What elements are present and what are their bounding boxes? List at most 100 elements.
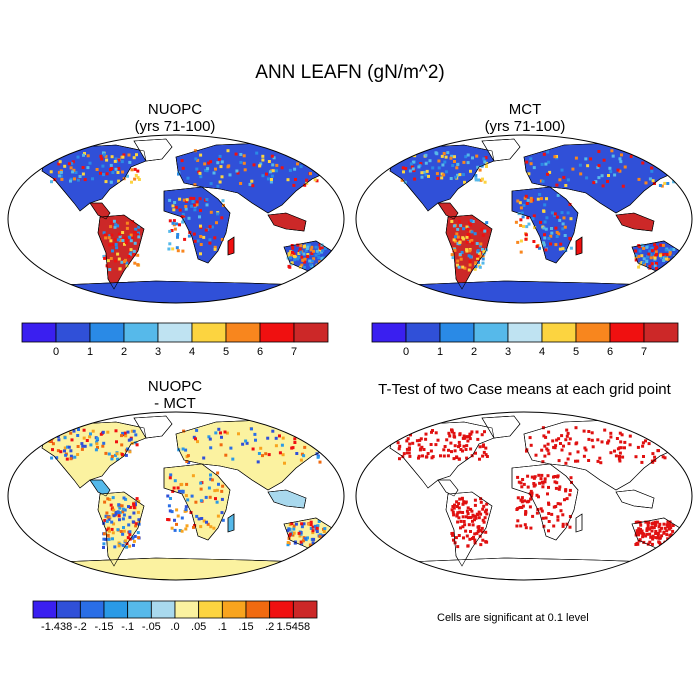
colorbar-label: .2 xyxy=(265,621,275,633)
grid-cell xyxy=(467,435,471,439)
grid-cell xyxy=(107,452,111,456)
grid-cell xyxy=(398,153,402,157)
colorbar-swatch xyxy=(245,600,271,619)
grid-cell xyxy=(114,510,118,514)
grid-cell xyxy=(528,492,532,496)
colorbar-label: -.2 xyxy=(73,621,87,633)
grid-cell xyxy=(465,444,469,448)
grid-cell xyxy=(639,523,643,527)
grid-cell xyxy=(135,233,139,237)
grid-cell xyxy=(198,197,202,201)
grid-cell xyxy=(482,504,486,508)
grid-cell xyxy=(242,154,246,158)
grid-cell xyxy=(669,440,673,444)
grid-cell xyxy=(303,257,307,261)
grid-cell xyxy=(70,161,74,165)
grid-cell xyxy=(476,256,480,260)
grid-cell xyxy=(454,536,458,540)
grid-cell xyxy=(558,178,562,182)
grid-cell xyxy=(301,258,305,262)
grid-cell xyxy=(554,444,558,448)
grid-cell xyxy=(653,182,656,185)
grid-cell xyxy=(459,519,463,523)
grid-cell xyxy=(556,515,560,519)
grid-cell xyxy=(476,530,480,534)
colorbar-swatch xyxy=(174,600,200,619)
grid-cell xyxy=(597,150,601,153)
grid-cell xyxy=(115,452,119,456)
grid-cell xyxy=(121,510,125,514)
grid-cell xyxy=(430,430,433,434)
grid-cell xyxy=(122,513,126,517)
grid-cell xyxy=(637,254,641,258)
colorbar-label: -1.438 xyxy=(41,621,73,633)
grid-cell xyxy=(116,252,120,256)
grid-cell xyxy=(135,522,139,526)
grid-cell xyxy=(271,163,275,167)
grid-cell xyxy=(118,511,122,515)
grid-cell xyxy=(95,440,99,444)
grid-cell xyxy=(213,245,217,249)
grid-cell xyxy=(442,454,446,458)
grid-cell xyxy=(199,153,203,157)
grid-cell xyxy=(552,505,556,509)
grid-cell xyxy=(646,521,650,525)
grid-cell xyxy=(278,434,281,438)
grid-cell xyxy=(133,534,137,538)
grid-cell xyxy=(131,220,135,224)
grid-cell xyxy=(133,230,137,234)
grid-cell xyxy=(261,454,264,458)
grid-cell xyxy=(82,428,86,432)
grid-cell xyxy=(286,543,290,547)
grid-cell xyxy=(180,529,184,533)
grid-cell xyxy=(479,497,483,501)
grid-cell xyxy=(470,230,474,234)
grid-cell xyxy=(291,250,294,254)
grid-cell xyxy=(529,196,533,200)
grid-cell xyxy=(424,437,428,441)
grid-cell xyxy=(121,239,125,242)
grid-cell xyxy=(442,152,446,155)
grid-cell xyxy=(480,164,484,168)
grid-cell xyxy=(255,151,259,155)
grid-cell xyxy=(216,184,220,188)
grid-cell xyxy=(267,160,271,163)
grid-cell xyxy=(439,454,442,458)
grid-cell xyxy=(111,496,115,500)
grid-cell xyxy=(404,430,408,434)
grid-cell xyxy=(465,225,469,229)
grid-cell xyxy=(466,233,470,236)
grid-cell xyxy=(635,531,639,535)
grid-cell xyxy=(648,540,652,544)
grid-cell xyxy=(125,261,129,265)
grid-cell xyxy=(177,172,180,176)
grid-cell xyxy=(566,431,570,435)
grid-cell xyxy=(542,226,546,230)
grid-cell xyxy=(187,234,191,238)
grid-cell xyxy=(553,475,557,478)
grid-cell xyxy=(76,453,80,456)
grid-cell xyxy=(448,434,452,438)
grid-cell xyxy=(193,183,197,187)
grid-cell xyxy=(120,260,124,264)
grid-cell xyxy=(127,505,130,509)
grid-cell xyxy=(168,509,172,513)
grid-cell xyxy=(451,256,455,260)
grid-cell xyxy=(515,524,519,528)
grid-cell xyxy=(316,455,320,459)
grid-cell xyxy=(649,253,653,256)
grid-cell xyxy=(215,488,219,492)
grid-cell xyxy=(428,159,432,163)
grid-cell xyxy=(465,534,469,538)
grid-cell xyxy=(519,224,523,227)
grid-cell xyxy=(543,233,546,237)
grid-cell xyxy=(102,153,106,157)
grid-cell xyxy=(199,175,203,179)
grid-cell xyxy=(473,498,477,502)
grid-cell xyxy=(482,157,486,161)
grid-cell xyxy=(562,444,565,448)
grid-cell xyxy=(480,526,484,530)
grid-cell xyxy=(63,164,67,168)
